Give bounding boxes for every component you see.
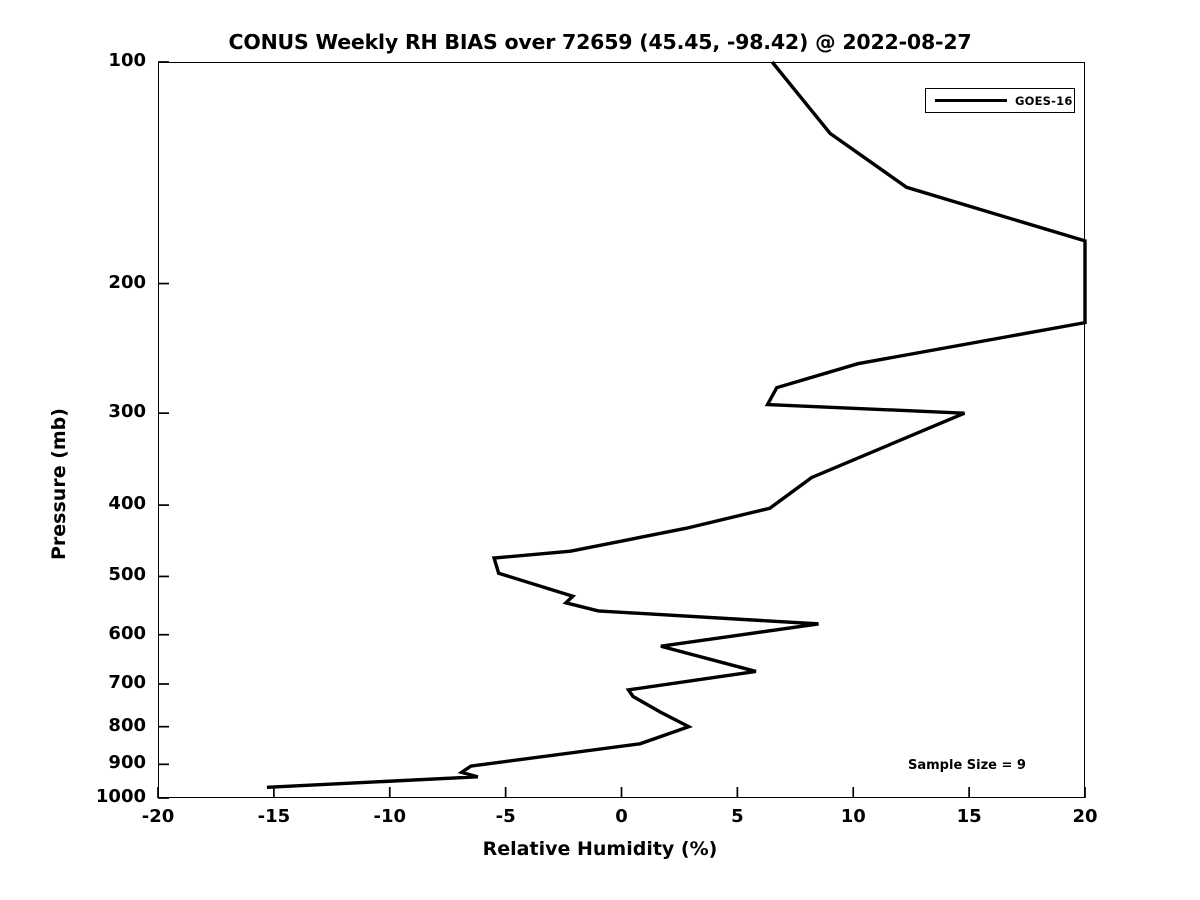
x-tick-label: 15 [956, 806, 982, 827]
x-tick-label: -5 [495, 806, 516, 827]
legend-label-goes16: GOES-16 [1015, 93, 1073, 108]
page-title: CONUS Weekly RH BIAS over 72659 (45.45, … [228, 30, 972, 54]
x-tick-label: 0 [615, 806, 628, 827]
y-tick-label: 200 [108, 271, 146, 293]
x-tick-label: 20 [1072, 806, 1098, 827]
y-tick-label: 1000 [95, 786, 146, 807]
x-axis-title: Relative Humidity (%) [482, 838, 718, 860]
y-tick-label: 700 [108, 671, 146, 693]
x-tick-label: -10 [373, 806, 407, 827]
x-tick-label: -20 [141, 806, 175, 827]
x-tick-label: 10 [840, 806, 866, 827]
y-tick-label: 500 [108, 564, 146, 586]
y-tick-label: 100 [108, 50, 146, 71]
y-tick-label: 900 [108, 752, 146, 774]
x-tick-label: 5 [731, 806, 744, 827]
y-tick-label: 300 [108, 401, 146, 423]
y-tick-label: 400 [108, 493, 146, 515]
x-tick-label: -15 [257, 806, 291, 827]
plot-area [158, 62, 1085, 798]
y-axis-title: Pressure (mb) [48, 408, 70, 560]
sample-size-annotation: Sample Size = 9 [908, 758, 1026, 773]
legend[interactable]: GOES-16 [925, 88, 1075, 113]
y-tick-label: 800 [108, 714, 146, 736]
legend-line-swatch [935, 99, 1007, 102]
y-tick-label: 600 [108, 622, 146, 644]
